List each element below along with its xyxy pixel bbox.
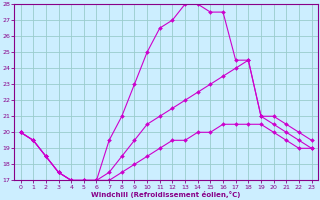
X-axis label: Windchill (Refroidissement éolien,°C): Windchill (Refroidissement éolien,°C): [92, 191, 241, 198]
